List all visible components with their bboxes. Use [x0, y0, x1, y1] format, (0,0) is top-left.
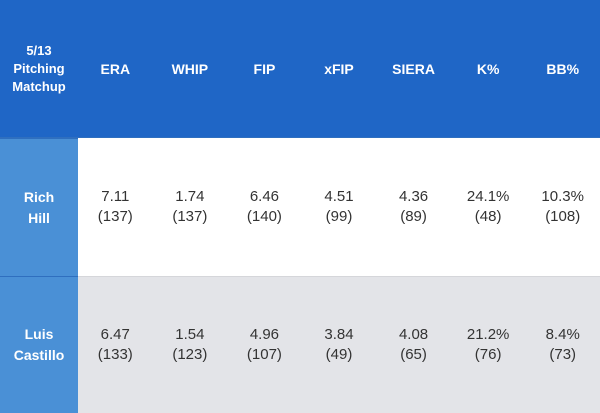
stat-value: 3.84 [324, 325, 354, 343]
stat-rank: (73) [549, 345, 577, 363]
player-name: Luis Castillo [0, 276, 78, 413]
stat-rank: (137) [172, 208, 208, 225]
stat-value: 10.3% [541, 188, 584, 205]
stat-cell-whip: 1.54 (123) [152, 276, 228, 413]
stat-value: 1.74 [175, 188, 205, 205]
stat-cell-era: 7.11 (137) [78, 138, 153, 276]
stat-value: 4.08 [398, 325, 429, 343]
stat-value: 24.1% [466, 188, 510, 205]
player-name: Rich Hill [0, 138, 78, 276]
stat-rank: (140) [246, 208, 282, 225]
stat-value: 4.96 [249, 325, 280, 343]
stat-rank: (89) [400, 208, 427, 225]
column-header-bb-pct: BB% [525, 0, 600, 138]
column-header-k-pct: K% [450, 0, 526, 138]
stat-rank: (133) [97, 345, 133, 363]
stat-cell-whip: 1.74 (137) [152, 138, 228, 276]
stat-value: 21.2% [466, 325, 510, 343]
stat-rank: (99) [325, 208, 353, 225]
stat-rank: (49) [325, 345, 353, 363]
stat-rank: (107) [246, 345, 282, 363]
stat-cell-siera: 4.08 (65) [376, 276, 451, 413]
stat-cell-era: 6.47 (133) [78, 276, 153, 413]
stat-rank: (65) [400, 345, 427, 363]
stat-cell-fip: 6.46 (140) [227, 138, 302, 276]
stat-rank: (123) [172, 345, 208, 363]
stat-cell-bb-pct: 10.3% (108) [525, 138, 600, 276]
stat-rank: (48) [474, 208, 502, 225]
stat-value: 6.47 [100, 325, 130, 343]
stat-cell-k-pct: 24.1% (48) [450, 138, 526, 276]
stat-value: 6.46 [249, 188, 280, 205]
stat-value: 8.4% [545, 325, 580, 343]
row-divider [78, 276, 600, 277]
stat-rank: (108) [545, 208, 581, 225]
stat-value: 4.51 [324, 188, 354, 205]
stat-cell-siera: 4.36 (89) [376, 138, 451, 276]
column-header-xfip: xFIP [301, 0, 377, 138]
stat-cell-xfip: 3.84 (49) [301, 276, 377, 413]
stat-cell-k-pct: 21.2% (76) [450, 276, 526, 413]
column-header-era: ERA [78, 0, 153, 138]
stat-rank: (76) [474, 345, 502, 363]
column-header-siera: SIERA [376, 0, 451, 138]
stat-rank: (137) [97, 208, 133, 225]
stat-cell-xfip: 4.51 (99) [301, 138, 377, 276]
matchup-title: 5/13 Pitching Matchup [0, 0, 78, 138]
stat-cell-bb-pct: 8.4% (73) [525, 276, 600, 413]
stat-cell-fip: 4.96 (107) [227, 276, 302, 413]
column-header-whip: WHIP [152, 0, 228, 138]
stat-value: 4.36 [398, 188, 429, 205]
stat-value: 1.54 [175, 325, 205, 343]
stat-value: 7.11 [101, 188, 130, 205]
column-header-fip: FIP [227, 0, 302, 138]
